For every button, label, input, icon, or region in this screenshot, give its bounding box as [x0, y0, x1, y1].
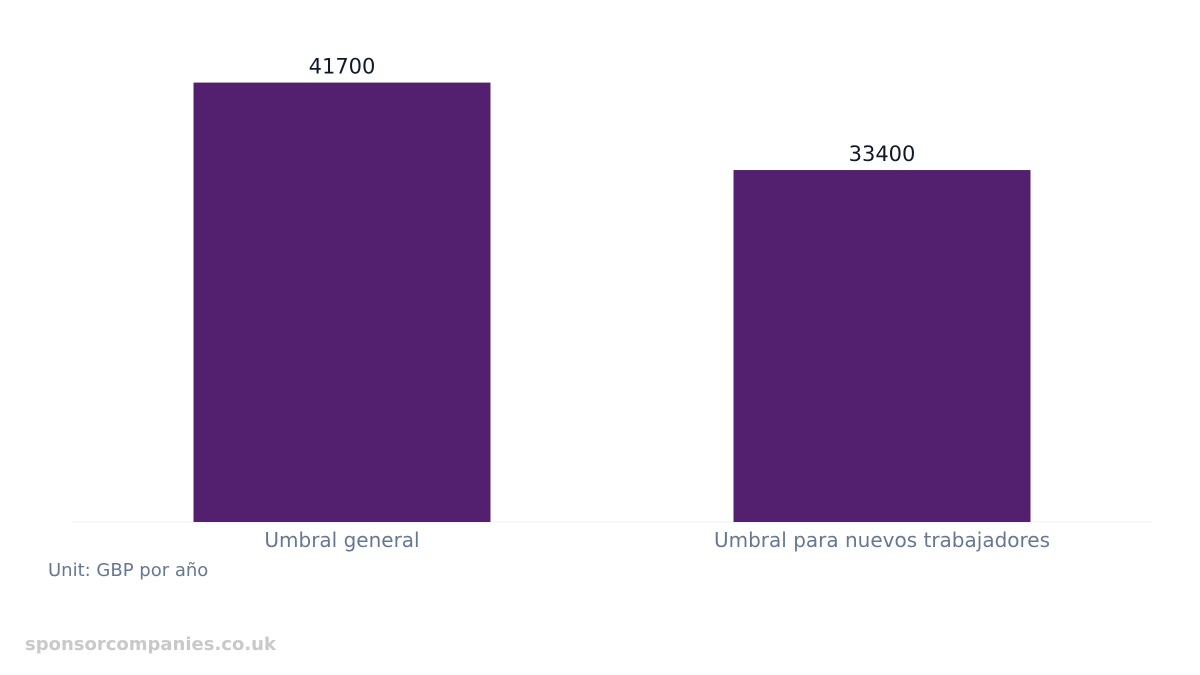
watermark: sponsorcompanies.co.uk: [25, 634, 276, 655]
bar-1: [733, 170, 1031, 522]
category-label-0: Umbral general: [264, 528, 419, 552]
bar-0: [193, 82, 491, 523]
unit-note: Unit: GBP por año: [48, 560, 209, 581]
bar-value-label-0: 41700: [309, 55, 376, 79]
bars-group: 41700 Umbral general 33400 Umbral para nuev…: [193, 55, 1050, 552]
category-label-1: Umbral para nuevos trabajadores: [714, 528, 1050, 552]
bar-value-label-1: 33400: [849, 142, 916, 166]
